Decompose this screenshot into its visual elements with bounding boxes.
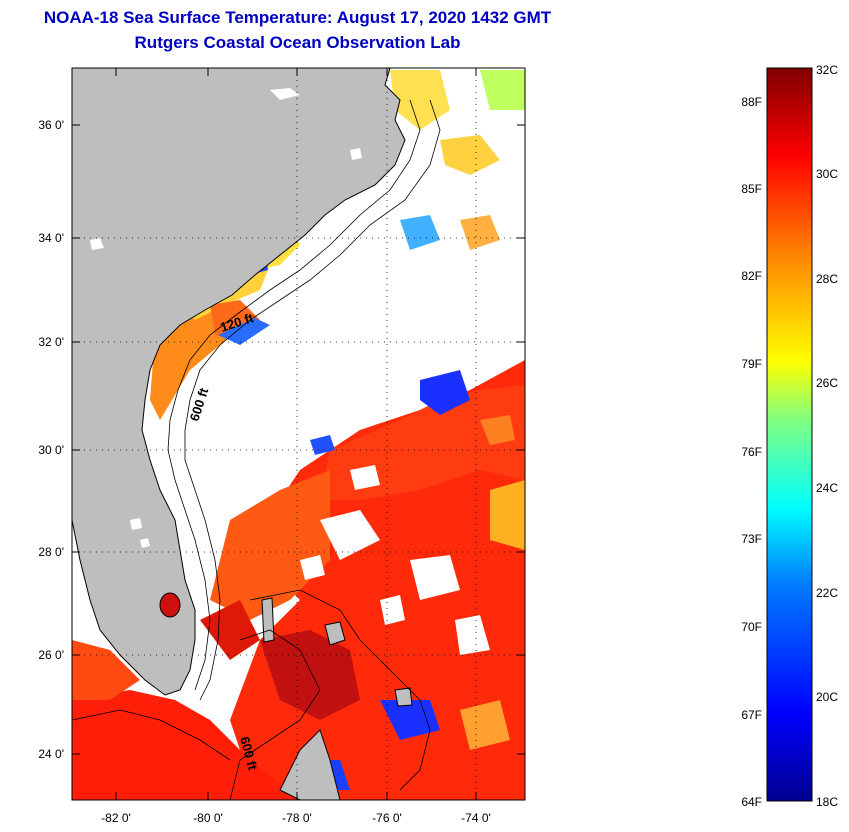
map-title: NOAA-18 Sea Surface Temperature: August … [43,8,552,27]
cb-c-label: 22C [816,586,838,600]
lon-label: -80 0' [193,811,223,825]
latitude-labels: 36 0' 34 0' 32 0' 30 0' 28 0' 26 0' 24 0… [38,118,64,761]
lat-label: 28 0' [38,545,64,559]
cb-f-label: 82F [741,269,762,283]
cb-c-label: 28C [816,272,838,286]
colorbar-celsius-labels: 32C 30C 28C 26C 24C 22C 20C 18C [816,63,838,809]
axis-ticks [72,68,525,800]
lat-label: 34 0' [38,231,64,245]
cb-f-label: 73F [741,532,762,546]
lake-okeechobee [159,592,181,618]
cb-c-label: 26C [816,376,838,390]
cb-f-label: 79F [741,357,762,371]
cb-f-label: 76F [741,445,762,459]
cb-c-label: 30C [816,167,838,181]
lon-label: -82 0' [101,811,131,825]
colorbar: 88F 85F 82F 79F 76F 73F 70F 67F 64F 32C … [741,63,838,809]
cb-c-label: 18C [816,795,838,809]
longitude-labels: -82 0' -80 0' -78 0' -76 0' -74 0' [101,811,491,825]
lat-label: 24 0' [38,747,64,761]
map-canvas: 120 ft 600 ft 600 ft [72,68,525,800]
map-frame [71,67,526,801]
lat-label: 30 0' [38,443,64,457]
graticule [72,68,525,800]
cb-f-label: 67F [741,708,762,722]
colorbar-fahrenheit-labels: 88F 85F 82F 79F 76F 73F 70F 67F 64F [741,95,762,809]
inland-water [90,88,362,548]
cb-f-label: 70F [741,620,762,634]
lat-label: 36 0' [38,118,64,132]
depth-contours [72,99,441,800]
cb-f-label: 64F [741,795,762,809]
colorbar-gradient [766,67,813,802]
cb-f-label: 88F [741,95,762,109]
lon-label: -74 0' [461,811,491,825]
cb-f-label: 85F [741,182,762,196]
lon-label: -76 0' [372,811,402,825]
lat-label: 26 0' [38,648,64,662]
lat-label: 32 0' [38,335,64,349]
cb-c-label: 24C [816,481,838,495]
cb-c-label: 32C [816,63,838,77]
lon-label: -78 0' [282,811,312,825]
map-subtitle: Rutgers Coastal Ocean Observation Lab [134,33,461,52]
cb-c-label: 20C [816,690,838,704]
